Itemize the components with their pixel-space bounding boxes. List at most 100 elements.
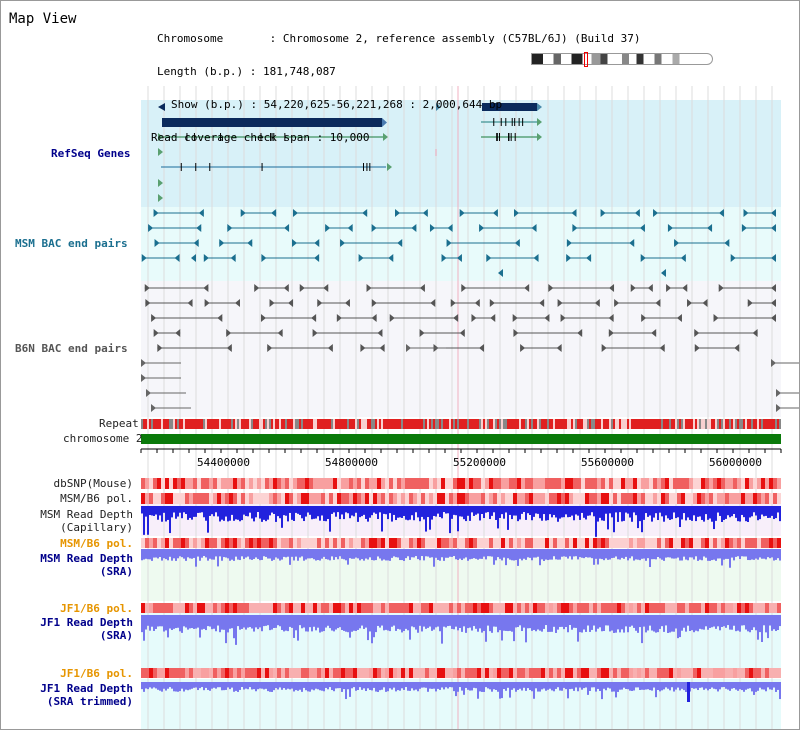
polymorphism-mark bbox=[465, 478, 469, 489]
read-depth-bar bbox=[267, 615, 269, 626]
read-depth-bar bbox=[483, 615, 485, 632]
msm-pol-track-label[interactable]: MSM/B6 pol. bbox=[60, 492, 133, 505]
read-depth-bar bbox=[153, 506, 155, 516]
polymorphism-mark bbox=[689, 603, 693, 613]
polymorphism-mark bbox=[197, 668, 201, 678]
read-depth-bar bbox=[151, 615, 153, 627]
read-depth-bar bbox=[423, 615, 425, 627]
read-depth-bar bbox=[575, 506, 577, 515]
read-depth-bar bbox=[403, 506, 405, 516]
bac-end-arrow bbox=[148, 224, 154, 232]
jf1-pol2-track-label[interactable]: JF1/B6 pol. bbox=[60, 667, 133, 680]
polymorphism-mark bbox=[441, 603, 445, 613]
read-depth-bar bbox=[411, 682, 413, 689]
repeat-mark bbox=[757, 419, 759, 429]
read-depth-bar bbox=[731, 615, 733, 630]
ideogram-position-marker[interactable] bbox=[584, 52, 588, 67]
repeat-mark bbox=[645, 419, 647, 429]
polymorphism-mark bbox=[677, 668, 681, 678]
read-depth-bar bbox=[683, 682, 685, 691]
polymorphism-mark bbox=[393, 603, 397, 613]
repeat-mark bbox=[767, 419, 769, 429]
read-depth-bar bbox=[227, 615, 229, 633]
read-depth-bar bbox=[717, 615, 719, 627]
repeat-mark bbox=[747, 419, 749, 429]
read-depth-bar bbox=[261, 549, 263, 560]
read-depth-bar bbox=[297, 549, 299, 561]
polymorphism-mark bbox=[333, 493, 337, 504]
repeat-mark bbox=[261, 419, 263, 429]
repeat-mark bbox=[571, 419, 573, 429]
read-depth-bar bbox=[657, 615, 659, 633]
read-depth-bar bbox=[195, 615, 197, 629]
dbsnp-track-label[interactable]: dbSNP(Mouse) bbox=[53, 477, 133, 490]
read-depth-bar bbox=[695, 682, 697, 689]
read-depth-bar bbox=[373, 615, 375, 638]
polymorphism-mark bbox=[637, 478, 641, 489]
polymorphism-mark bbox=[561, 668, 565, 678]
msm-depth-capillary-label[interactable]: MSM Read Depth (Capillary) bbox=[40, 508, 133, 534]
polymorphism-mark bbox=[761, 538, 765, 548]
read-depth-bar bbox=[331, 615, 333, 631]
read-depth-bar bbox=[721, 682, 723, 688]
polymorphism-mark bbox=[601, 668, 605, 678]
read-depth-bar bbox=[281, 682, 283, 690]
read-depth-bar bbox=[175, 615, 177, 629]
polymorphism-mark bbox=[749, 478, 753, 489]
msm-pol2-track-label[interactable]: MSM/B6 pol. bbox=[60, 537, 133, 550]
polymorphism-mark bbox=[717, 493, 721, 504]
polymorphism-mark bbox=[457, 668, 461, 678]
read-depth-bar bbox=[467, 682, 469, 690]
repeat-mark bbox=[539, 419, 541, 429]
polymorphism-mark bbox=[421, 603, 425, 613]
repeat-mark bbox=[295, 419, 297, 429]
read-depth-bar bbox=[493, 549, 495, 565]
repeat-track-label[interactable]: Repeat bbox=[99, 417, 139, 430]
polymorphism-mark bbox=[521, 668, 525, 678]
jf1-depth-trim-label[interactable]: JF1 Read Depth (SRA trimmed) bbox=[40, 682, 133, 708]
read-depth-bar bbox=[419, 506, 421, 522]
read-depth-bar bbox=[217, 615, 219, 626]
read-depth-bar bbox=[777, 682, 779, 690]
polymorphism-mark bbox=[425, 478, 429, 489]
read-depth-bar bbox=[733, 506, 735, 514]
polymorphism-mark bbox=[237, 493, 241, 504]
polymorphism-mark bbox=[705, 603, 709, 613]
polymorphism-mark bbox=[357, 478, 361, 489]
read-depth-bar bbox=[483, 506, 485, 519]
read-depth-bar bbox=[275, 506, 277, 522]
chromosome-track-label[interactable]: chromosome 2 bbox=[63, 432, 143, 445]
read-depth-bar bbox=[705, 682, 707, 689]
polymorphism-mark bbox=[613, 493, 617, 504]
repeat-mark bbox=[765, 419, 767, 429]
read-depth-bar bbox=[447, 682, 449, 689]
polymorphism-mark bbox=[653, 668, 657, 678]
chromosome-ideogram[interactable] bbox=[531, 52, 713, 67]
polymorphism-mark bbox=[401, 538, 405, 548]
bac-end-arrow bbox=[651, 329, 657, 337]
refseq-track-label[interactable]: RefSeq Genes bbox=[51, 147, 131, 160]
read-depth-bar bbox=[607, 615, 609, 626]
bac-end-arrow bbox=[358, 254, 364, 262]
polymorphism-mark bbox=[609, 478, 613, 489]
read-depth-bar bbox=[145, 506, 147, 517]
polymorphism-mark bbox=[697, 493, 701, 504]
repeat-mark bbox=[513, 419, 515, 429]
repeat-mark bbox=[145, 419, 147, 429]
polymorphism-mark bbox=[737, 478, 741, 489]
read-depth-bar bbox=[631, 615, 633, 626]
msm-depth-sra-label[interactable]: MSM Read Depth (SRA) bbox=[40, 552, 133, 578]
bac-end-arrow bbox=[630, 284, 636, 292]
read-depth-bar bbox=[587, 549, 589, 558]
read-depth-bar bbox=[673, 506, 675, 513]
polymorphism-mark bbox=[253, 538, 257, 548]
polymorphism-mark bbox=[521, 603, 525, 613]
jf1-depth-sra-label[interactable]: JF1 Read Depth (SRA) bbox=[40, 616, 133, 642]
read-depth-bar bbox=[273, 549, 275, 560]
msm-bac-track-label[interactable]: MSM BAC end pairs bbox=[15, 237, 128, 250]
b6n-bac-track-label[interactable]: B6N BAC end pairs bbox=[15, 342, 128, 355]
read-depth-bar bbox=[429, 682, 431, 689]
jf1-pol-track-label[interactable]: JF1/B6 pol. bbox=[60, 602, 133, 615]
repeat-mark bbox=[221, 419, 223, 429]
